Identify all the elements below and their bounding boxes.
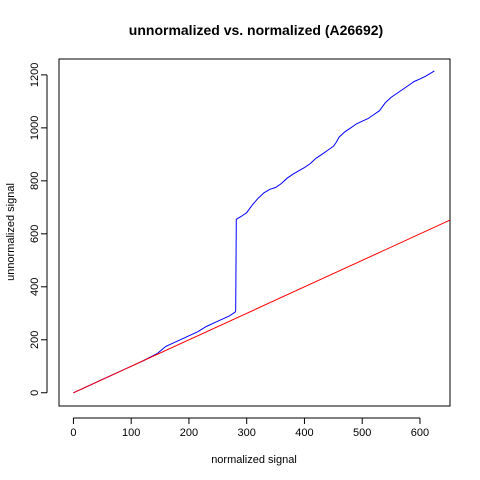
plot-area <box>73 70 450 394</box>
y-tick-label: 0 <box>29 390 41 396</box>
y-tick-label: 400 <box>29 278 41 296</box>
plot-frame <box>58 58 451 407</box>
y-tick-label: 200 <box>29 331 41 349</box>
series-line-2 <box>73 219 450 394</box>
x-tick-label: 0 <box>70 427 76 439</box>
series-line-1 <box>73 70 435 394</box>
y-tick-label: 1000 <box>29 116 41 140</box>
y-axis-label: unnormalized signal <box>5 183 17 281</box>
y-tick-label: 1200 <box>29 63 41 87</box>
x-tick-label: 600 <box>411 427 429 439</box>
x-tick-label: 100 <box>122 427 140 439</box>
y-tick-label: 800 <box>29 172 41 190</box>
x-axis-label: normalized signal <box>211 454 297 466</box>
x-axis: 0 100 200 300 400 500 600 <box>70 417 429 439</box>
x-tick-label: 200 <box>180 427 198 439</box>
x-tick-label: 300 <box>238 427 256 439</box>
x-tick-label: 400 <box>295 427 313 439</box>
y-axis: 0 200 400 600 800 1000 1200 <box>29 63 48 396</box>
chart-title: unnormalized vs. normalized (A26692) <box>129 22 383 38</box>
y-tick-label: 600 <box>29 225 41 243</box>
x-tick-label: 500 <box>353 427 371 439</box>
